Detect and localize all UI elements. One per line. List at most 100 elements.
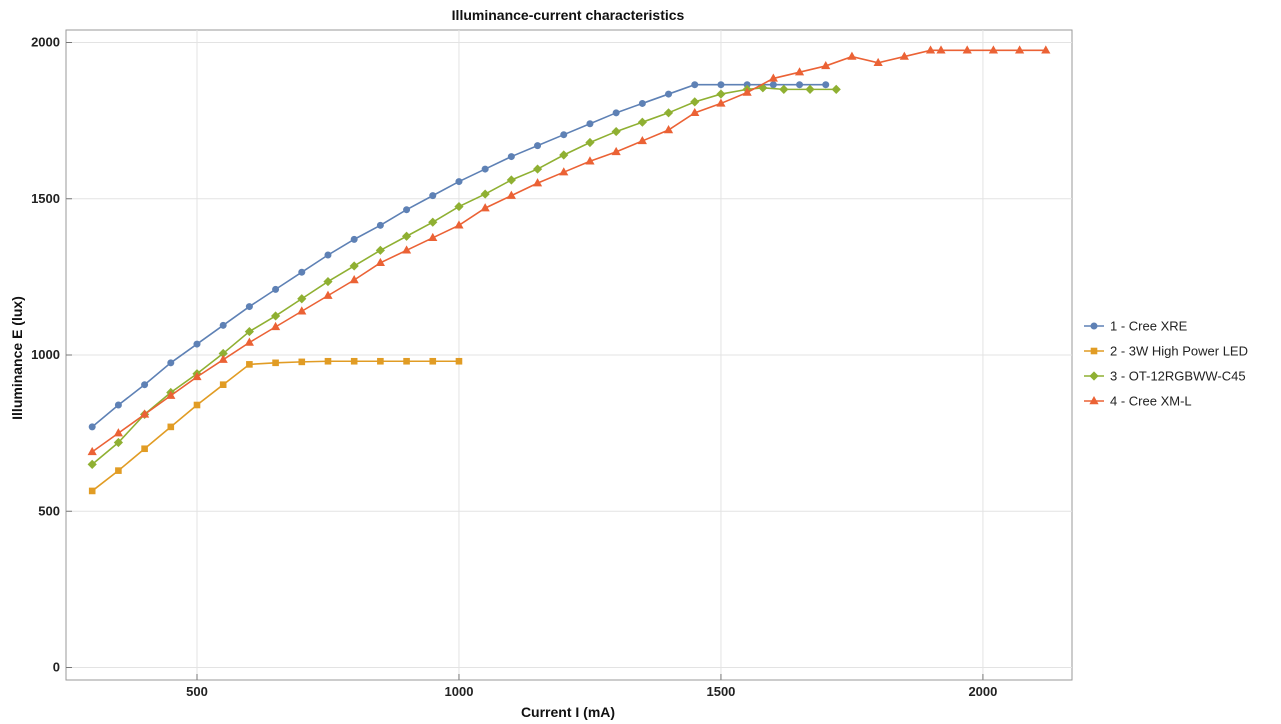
legend-item-4: 4 - Cree XM-L (1084, 394, 1192, 409)
y-tick-label: 0 (53, 660, 60, 675)
data-point (716, 98, 726, 107)
data-point (612, 109, 620, 117)
data-point (245, 303, 253, 311)
data-point (167, 359, 175, 367)
data-point (559, 167, 569, 176)
legend: 1 - Cree XRE 2 - 3W High Power LED 3 - OT-… (1084, 319, 1248, 409)
data-point (429, 357, 437, 365)
y-axis-title: Illuminance E (lux) (9, 296, 25, 420)
data-point (532, 178, 543, 187)
legend-swatch-marker (1089, 371, 1099, 381)
series-4 (87, 45, 1051, 456)
data-point (87, 446, 97, 456)
data-point (534, 142, 542, 150)
data-point (349, 275, 359, 284)
x-tick-label: 500 (186, 684, 208, 699)
series-3 (87, 83, 841, 469)
data-point (270, 321, 281, 331)
series-1 (88, 81, 830, 431)
legend-label: 4 - Cree XM-L (1110, 394, 1192, 409)
data-point (375, 245, 385, 255)
data-point (768, 73, 778, 82)
legend-label: 1 - Cree XRE (1110, 319, 1188, 334)
series-layer (87, 45, 1051, 495)
series-line (91, 87, 837, 465)
data-point (323, 276, 333, 287)
data-point (88, 423, 96, 431)
data-point (244, 337, 254, 346)
data-point (272, 359, 279, 367)
data-point (480, 189, 490, 199)
data-point (246, 361, 253, 368)
data-point (480, 203, 490, 212)
data-point (376, 221, 384, 229)
data-point (690, 97, 700, 107)
data-point (166, 390, 176, 399)
data-point (324, 357, 332, 365)
legend-label: 3 - OT-12RGBWW-C45 (1110, 369, 1246, 384)
tick-labels: 500 1000 1500 2000 0 500 1000 1500 2000 (31, 35, 997, 700)
data-point (192, 371, 202, 381)
data-point (454, 201, 464, 212)
data-point (769, 81, 777, 89)
data-point (429, 192, 437, 200)
data-point (350, 357, 358, 365)
series-2 (88, 357, 463, 495)
data-point (324, 251, 332, 259)
data-point (272, 285, 280, 293)
legend-swatch-marker (1090, 347, 1098, 355)
data-point (139, 409, 150, 418)
x-tick-label: 2000 (968, 684, 997, 699)
data-point (113, 428, 123, 437)
data-point (87, 459, 97, 469)
data-point (193, 340, 201, 348)
data-point (779, 84, 789, 94)
data-point (847, 51, 857, 60)
data-point (638, 99, 646, 107)
data-point (401, 245, 412, 254)
data-point (717, 81, 725, 89)
data-point (873, 57, 883, 67)
data-point (585, 137, 595, 148)
data-point (637, 135, 647, 145)
y-tick-label: 500 (38, 503, 60, 518)
data-point (270, 311, 281, 321)
data-point (743, 81, 751, 89)
data-point (988, 45, 999, 54)
data-point (925, 45, 936, 54)
data-point (218, 348, 228, 359)
data-point (428, 232, 438, 242)
data-point (585, 156, 595, 165)
data-point (428, 217, 438, 227)
legend-item-1: 1 - Cree XRE (1084, 319, 1188, 334)
data-point (532, 164, 543, 174)
data-point (663, 125, 674, 134)
data-point (794, 67, 805, 76)
x-axis-title: Current I (mA) (521, 704, 615, 720)
data-point (297, 294, 307, 304)
data-point (663, 108, 674, 118)
data-point (454, 220, 464, 229)
series-line (91, 49, 1046, 453)
data-point (899, 51, 909, 60)
data-point (822, 81, 830, 89)
data-point (936, 45, 946, 54)
data-point (193, 401, 201, 409)
data-point (560, 131, 568, 139)
axis-ticks (66, 42, 984, 680)
data-point (805, 84, 815, 94)
data-point (167, 423, 175, 431)
data-point (507, 153, 515, 161)
data-point (455, 178, 463, 186)
data-point (665, 90, 673, 98)
data-point (141, 381, 149, 389)
series-line (91, 360, 459, 492)
data-point (821, 60, 831, 70)
data-point (297, 306, 307, 315)
data-point (298, 268, 306, 276)
data-point (219, 321, 227, 329)
data-point (611, 146, 621, 156)
data-point (758, 83, 768, 93)
data-point (113, 437, 123, 448)
